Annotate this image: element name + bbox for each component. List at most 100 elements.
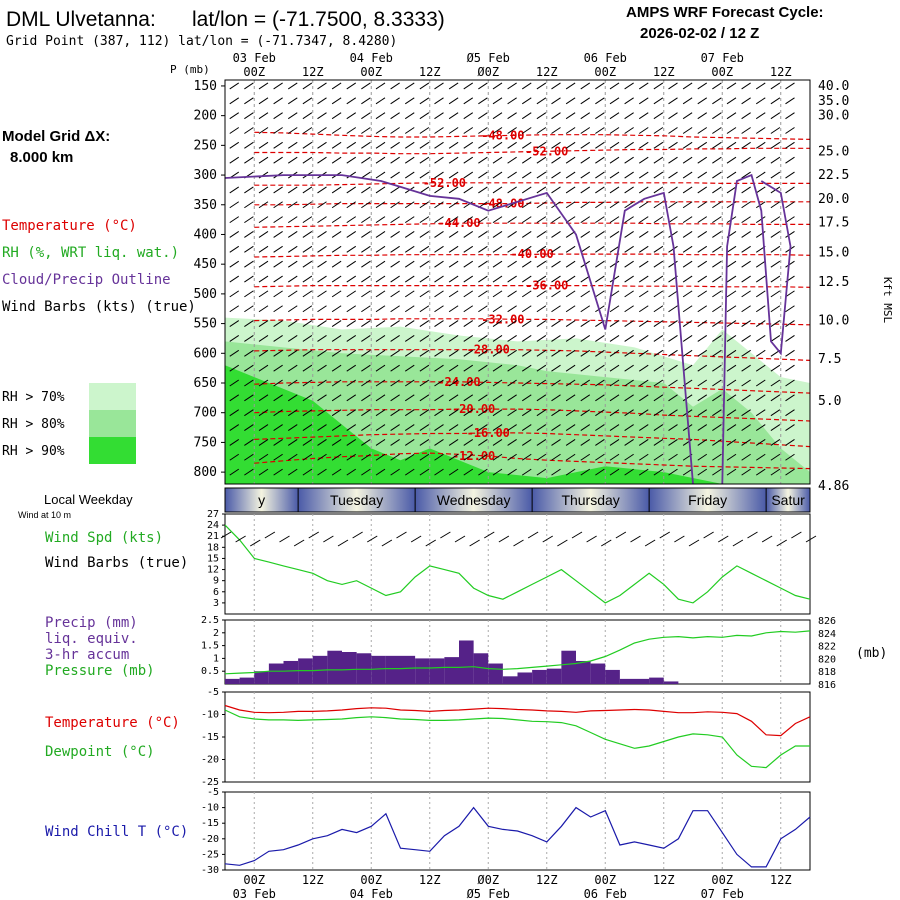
chill-panel-tick-label: -5 xyxy=(207,787,219,798)
wind-barb xyxy=(609,305,620,313)
precip-bar xyxy=(239,677,255,684)
surface-wind-barb xyxy=(615,531,627,539)
wind-barb xyxy=(375,141,386,149)
wind-barb xyxy=(478,275,488,283)
wind-barb xyxy=(434,127,444,134)
temperature-contour xyxy=(254,182,810,186)
precip-bar xyxy=(283,660,299,684)
wind-barb xyxy=(258,320,269,328)
weekday-cell xyxy=(298,488,416,512)
wind-barb xyxy=(536,245,547,253)
wind-barb xyxy=(521,141,532,149)
wind-barb xyxy=(346,186,357,194)
wind-barb xyxy=(536,438,547,446)
wind-barb xyxy=(536,409,547,417)
wind-barb xyxy=(697,364,708,372)
wind-barb xyxy=(565,438,576,446)
wind-barb xyxy=(682,97,693,105)
wind-chill-label: Wind Chill T (°C) xyxy=(45,824,188,840)
wind-barb xyxy=(448,453,459,461)
precip-bar xyxy=(605,669,620,684)
surface-wind-barb xyxy=(381,539,393,547)
wind-barb xyxy=(273,127,283,134)
wind-barb xyxy=(229,186,240,194)
temperature-contour xyxy=(254,349,811,361)
wind-barb xyxy=(273,156,283,164)
wind-barb xyxy=(624,424,634,431)
wind-barb xyxy=(653,290,664,298)
wind-barb xyxy=(668,394,678,402)
wind-barb xyxy=(331,127,342,134)
wind-barb xyxy=(244,201,254,209)
wind-barb xyxy=(273,275,283,283)
wind-barb xyxy=(697,216,708,224)
wind-barb xyxy=(434,305,444,313)
precip-bar xyxy=(385,655,401,684)
wind-barb xyxy=(244,453,254,461)
wind-barb xyxy=(697,290,708,298)
cross-section-frame xyxy=(224,79,811,485)
wind-barb xyxy=(609,335,620,342)
wind-barb xyxy=(229,424,240,431)
wind-barb xyxy=(668,112,678,120)
wind-barb xyxy=(638,245,649,253)
wind-barb xyxy=(273,379,283,387)
wind-barb xyxy=(229,468,240,476)
wind-barb xyxy=(390,171,400,179)
wind-barb xyxy=(653,112,664,120)
wind-barb xyxy=(448,335,459,342)
wind-barb xyxy=(317,216,327,224)
wind-barb xyxy=(770,231,781,238)
cloud-outline xyxy=(721,173,792,485)
wind-barb xyxy=(726,127,737,134)
wind-barb xyxy=(595,335,605,342)
wind-barb xyxy=(507,216,517,224)
wind-barb xyxy=(755,186,766,194)
top-date-label: 03 Feb xyxy=(233,51,276,65)
wind-barb xyxy=(463,453,474,461)
wind-barb xyxy=(580,364,591,372)
wind-barb xyxy=(390,305,400,313)
height-tick-label: 35.0 xyxy=(818,94,849,109)
wind-barb xyxy=(434,171,444,179)
temperature-label: Temperature (°C) xyxy=(45,715,180,731)
wind-barb xyxy=(419,305,430,313)
wind-barb xyxy=(785,409,795,417)
wind-barb xyxy=(287,231,298,238)
surface-wind-barb xyxy=(469,539,480,547)
wind-barb xyxy=(507,349,517,357)
top-hour-label: 12Z xyxy=(302,65,324,79)
weekday-label: Satur xyxy=(771,492,805,508)
wind-barb xyxy=(419,394,430,402)
surface-wind-barb xyxy=(352,531,363,539)
wind-barb xyxy=(346,156,357,164)
wind-barb xyxy=(580,305,591,313)
wind-barb xyxy=(229,409,240,417)
wind-barb xyxy=(507,231,517,238)
wind-barb xyxy=(580,320,591,328)
wind-barb xyxy=(273,438,283,446)
wind-barb xyxy=(361,82,371,90)
wind-barb xyxy=(755,468,766,476)
wind-barb xyxy=(697,82,708,90)
wind-barb xyxy=(404,453,415,461)
wind-barb xyxy=(331,97,342,105)
temperature-contour xyxy=(254,285,811,288)
wind-barb xyxy=(770,394,781,402)
wind-barb xyxy=(741,97,751,105)
legend-rh70-label: RH > 70% xyxy=(2,390,65,405)
wind-barb xyxy=(331,290,342,298)
wind-barb xyxy=(404,349,415,357)
top-date-label: 04 Feb xyxy=(350,51,393,65)
wind-barb xyxy=(638,364,649,372)
wind-barb xyxy=(331,260,342,268)
wind-speed-line xyxy=(224,524,811,604)
wind-barb xyxy=(755,453,766,461)
wind-barb xyxy=(697,320,708,328)
wind-barb xyxy=(331,112,342,120)
wind-barb xyxy=(770,290,781,298)
temperature-contour xyxy=(254,147,810,155)
wind-barb xyxy=(361,394,371,402)
wind-barb xyxy=(258,305,269,313)
chart-layer: 00Z 12Z 00Z 12Z Ø0Z 12Z 00Z 12Z 00Z 12Z 03 Feb 04 F… xyxy=(194,51,850,900)
